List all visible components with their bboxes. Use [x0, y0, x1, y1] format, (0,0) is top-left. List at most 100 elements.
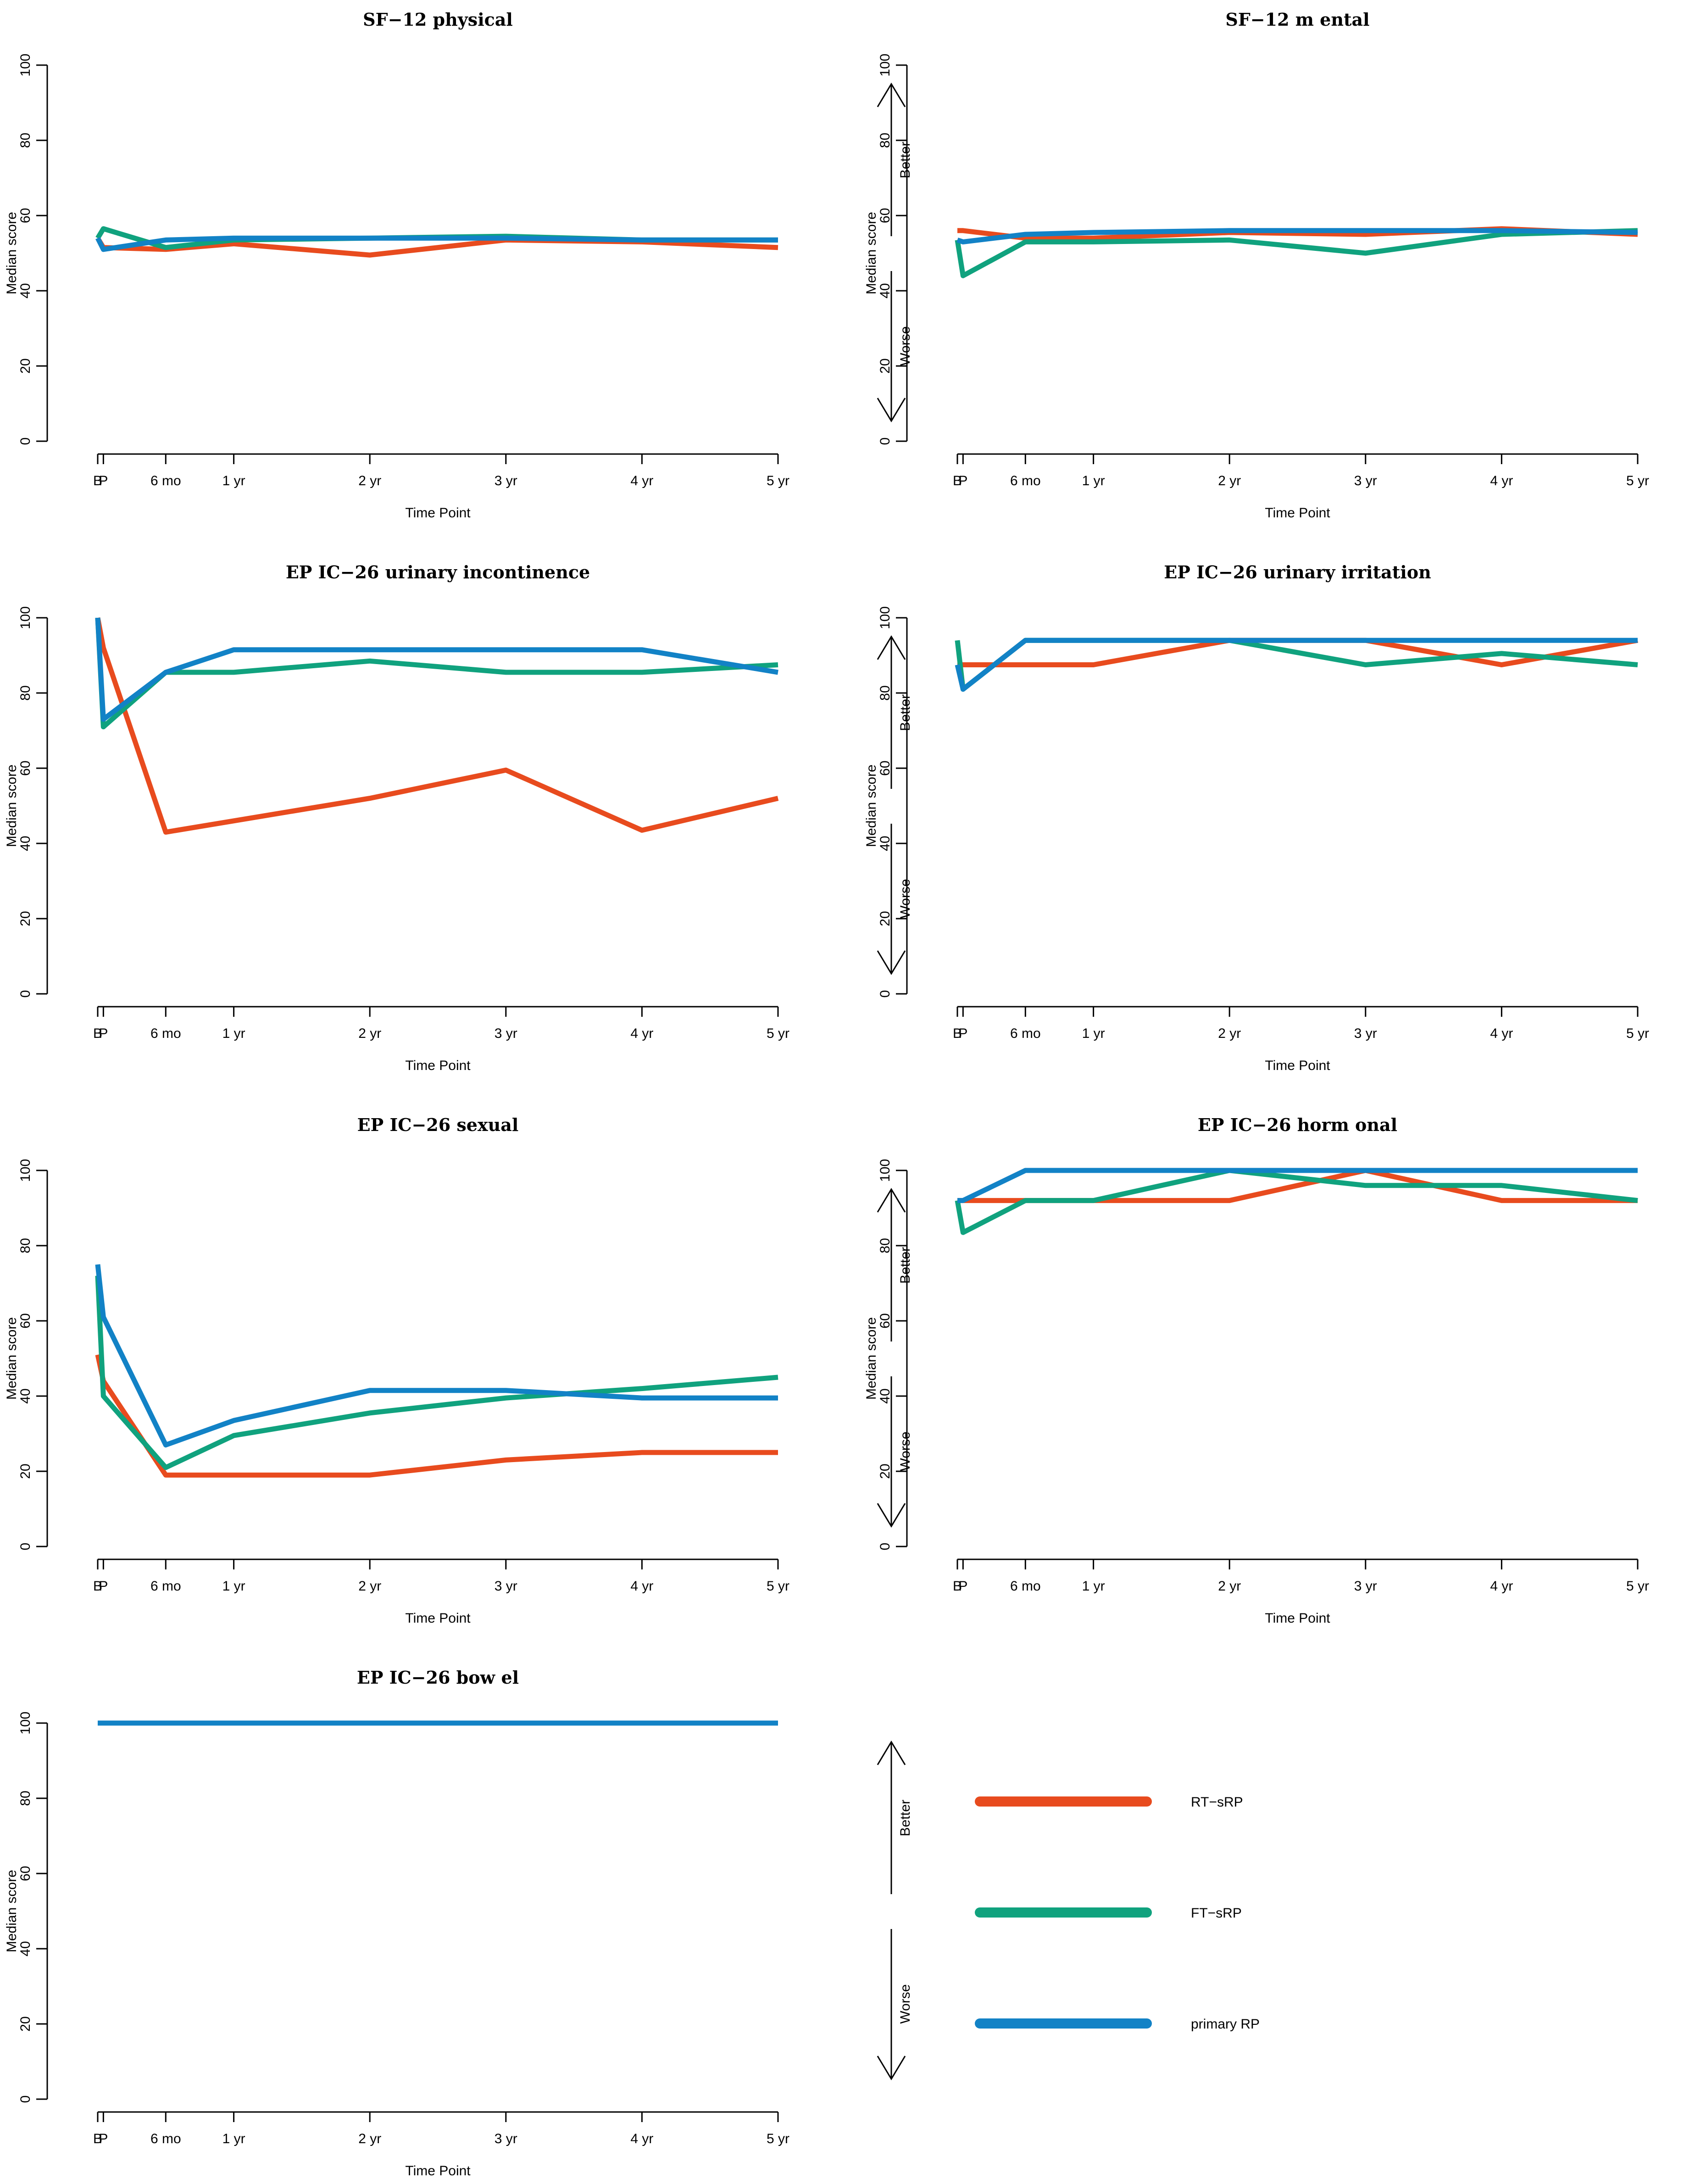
x-tick-label: 2 yr [358, 473, 381, 488]
x-tick-label: 5 yr [767, 2131, 789, 2146]
y-axis-label: Median score [4, 212, 19, 294]
y-tick-label: 80 [18, 1790, 33, 1806]
x-tick-label: 2 yr [358, 1579, 381, 1594]
y-tick-label: 60 [878, 208, 893, 223]
x-axis-label: Time Point [1265, 1611, 1330, 1626]
chart-title: SF−12 physical [363, 9, 513, 30]
x-tick-label: 4 yr [1490, 1579, 1513, 1594]
x-tick-label: 3 yr [495, 473, 517, 488]
y-tick-label: 100 [878, 1159, 893, 1182]
better-arrow-head [877, 1741, 906, 1765]
x-tick-label: B [93, 2131, 102, 2146]
x-tick-label: 2 yr [1218, 1579, 1241, 1594]
x-tick-label: 5 yr [1626, 1579, 1649, 1594]
chart-title: EP IC−26 urinary irritation [1164, 562, 1431, 582]
x-tick-label: 4 yr [630, 1026, 653, 1041]
x-tick-label: 6 mo [150, 2131, 181, 2146]
y-tick-label: 60 [18, 208, 33, 223]
y-tick-label: 0 [878, 438, 893, 445]
x-tick-label: 1 yr [222, 1026, 245, 1041]
x-tick-label: 6 mo [1010, 1026, 1041, 1041]
x-axis-label: Time Point [1265, 505, 1330, 521]
legend-item: primary RP [975, 2017, 1260, 2032]
y-tick-label: 20 [18, 358, 33, 373]
x-tick-label: 1 yr [222, 1579, 245, 1594]
worse-label: Worse [898, 326, 913, 366]
x-tick-label: 5 yr [767, 1579, 789, 1594]
x-tick-label: P [99, 1026, 108, 1041]
worse-arrow-head [877, 398, 906, 422]
series-line [95, 1275, 778, 1470]
legend-label: FT−sRP [1191, 1906, 1242, 1921]
y-tick-label: 0 [18, 2095, 33, 2103]
y-axis-label: Median score [4, 1317, 19, 1400]
chart-panel: EP IC−26 urinary irritation 0 20 40 60 80 100 M… [864, 562, 1649, 1073]
series-line [95, 1354, 778, 1478]
worse-label: Worse [898, 1984, 913, 2023]
chart-title: EP IC−26 urinary incontinence [286, 562, 590, 582]
worse-label: Worse [898, 879, 913, 918]
worse-arrow-head [877, 1503, 906, 1528]
x-tick-label: 1 yr [1082, 1026, 1105, 1041]
y-tick-label: 40 [18, 283, 33, 298]
x-tick-label: 1 yr [1082, 473, 1105, 488]
x-tick-label: 6 mo [150, 473, 181, 488]
series-line [956, 228, 1638, 244]
x-tick-label: 5 yr [1626, 473, 1649, 488]
legend-item: RT−sRP [975, 1795, 1243, 1810]
better-label: Better [898, 142, 913, 178]
legend-item: FT−sRP [975, 1906, 1242, 1921]
y-tick-label: 80 [878, 1238, 893, 1253]
better-arrow-head [877, 83, 906, 107]
x-tick-label: 6 mo [1010, 473, 1041, 488]
x-tick-label: 6 mo [150, 1579, 181, 1594]
y-tick-label: 20 [878, 1463, 893, 1479]
y-axis-label: Median score [4, 1870, 19, 1952]
series-line [95, 617, 778, 730]
x-tick-label: 4 yr [630, 1579, 653, 1594]
x-tick-label: B [93, 473, 102, 488]
y-tick-label: 40 [878, 836, 893, 851]
x-tick-label: 3 yr [495, 1026, 517, 1041]
x-tick-label: 6 mo [150, 1026, 181, 1041]
y-axis-label: Median score [4, 765, 19, 847]
series-line [95, 235, 778, 252]
y-tick-label: 60 [878, 760, 893, 776]
x-tick-label: P [99, 473, 108, 488]
y-tick-label: 0 [18, 1543, 33, 1551]
y-tick-label: 20 [18, 2016, 33, 2031]
y-tick-label: 100 [18, 54, 33, 77]
y-tick-label: 0 [18, 990, 33, 998]
x-tick-label: 2 yr [1218, 1026, 1241, 1041]
y-tick-label: 40 [18, 1388, 33, 1403]
x-tick-label: P [99, 1579, 108, 1594]
x-tick-label: 6 mo [1010, 1579, 1041, 1594]
x-tick-label: P [99, 2131, 108, 2146]
x-tick-label: 1 yr [1082, 1579, 1105, 1594]
x-tick-label: B [93, 1026, 102, 1041]
x-tick-label: 4 yr [630, 473, 653, 488]
x-tick-label: 4 yr [630, 2131, 653, 2146]
chart-panel: EP IC−26 urinary incontinence 0 20 40 60 80 10… [4, 562, 913, 1073]
x-tick-label: 2 yr [358, 1026, 381, 1041]
y-tick-label: 60 [18, 1866, 33, 1881]
better-arrow-head [877, 1188, 906, 1213]
x-tick-label: B [953, 1026, 962, 1041]
x-tick-label: 4 yr [1490, 473, 1513, 488]
x-tick-label: B [953, 473, 962, 488]
y-tick-label: 60 [18, 760, 33, 776]
x-tick-label: 5 yr [1626, 1026, 1649, 1041]
series-line [95, 1264, 778, 1448]
legend-label: RT−sRP [1191, 1795, 1243, 1810]
y-tick-label: 60 [878, 1313, 893, 1328]
chart-title: EP IC−26 sexual [357, 1114, 519, 1135]
y-tick-label: 100 [18, 1159, 33, 1182]
worse-arrow-head [877, 950, 906, 975]
chart-title: EP IC−26 horm onal [1198, 1114, 1397, 1135]
x-tick-label: 2 yr [358, 2131, 381, 2146]
y-tick-label: 80 [18, 1238, 33, 1253]
x-tick-label: 1 yr [222, 473, 245, 488]
x-axis-label: Time Point [405, 1611, 471, 1626]
